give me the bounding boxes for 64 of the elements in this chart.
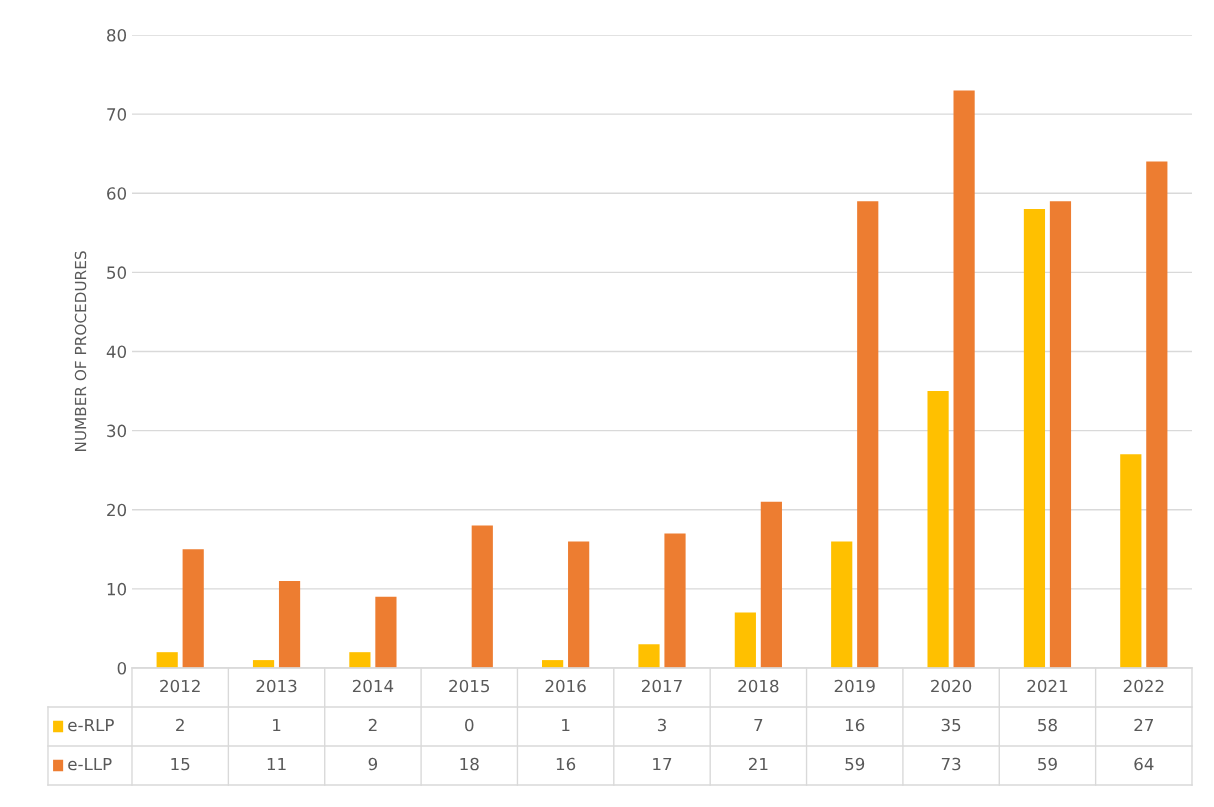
y-tick-label: 60	[107, 187, 127, 200]
data-label: 11	[267, 757, 286, 771]
y-tick-label: 50	[107, 266, 127, 279]
y-tick-label: 0	[117, 661, 127, 675]
data-label: 59	[1038, 757, 1057, 771]
data-label: 16	[556, 757, 576, 771]
data-label: 7	[754, 718, 763, 732]
y-tick-label: 70	[107, 108, 127, 121]
x-tick-label: 2022	[1123, 679, 1164, 693]
y-tick-label: 40	[106, 345, 127, 359]
y-tick-label: 80	[107, 28, 127, 42]
data-label: 9	[368, 757, 378, 771]
x-tick-label: 2017	[642, 679, 682, 693]
data-label: 21	[748, 757, 768, 771]
x-tick-label: 2012	[160, 679, 200, 693]
data-label: 27	[1134, 718, 1153, 732]
data-label: 1	[562, 718, 570, 732]
x-tick-label: 2014	[352, 679, 394, 693]
data-label: 35	[941, 718, 961, 732]
bar	[734, 612, 756, 668]
data-label: 2	[176, 718, 184, 732]
x-tick-label: 2019	[834, 679, 875, 693]
data-label: 3	[657, 718, 666, 732]
legend-label: e-RLP	[68, 718, 114, 732]
bar	[182, 549, 204, 668]
y-tick-label: 20	[107, 503, 127, 517]
bar	[156, 652, 178, 668]
bar	[349, 652, 371, 668]
x-tick-label: 2021	[1027, 679, 1068, 693]
bar	[831, 541, 853, 668]
bar	[760, 501, 782, 668]
data-label: 0	[465, 718, 474, 732]
x-tick-label: 2016	[545, 679, 586, 693]
y-axis-title: NUMBER OF PROCEDURES	[74, 251, 87, 452]
bar	[471, 525, 493, 668]
bar	[927, 391, 949, 668]
x-tick-label: 2013	[256, 679, 297, 693]
bar	[664, 533, 686, 668]
bar	[638, 644, 660, 668]
data-label: 73	[941, 757, 961, 771]
data-label: 17	[653, 757, 672, 771]
bar	[953, 90, 975, 668]
x-tick-label: 2018	[738, 679, 779, 693]
bar	[1146, 161, 1168, 668]
bar	[1023, 209, 1046, 668]
x-tick-label: 2020	[931, 679, 972, 693]
y-tick-label: 30	[107, 424, 127, 438]
bar	[278, 580, 301, 668]
data-label: 15	[171, 757, 190, 771]
bar	[1120, 454, 1142, 668]
y-tick-label: 10	[107, 582, 127, 596]
data-label: 2	[368, 718, 377, 732]
bar	[1049, 201, 1072, 668]
data-label: 64	[1134, 757, 1154, 771]
bar	[375, 596, 397, 668]
legend-label: e-LLP	[68, 757, 112, 771]
data-label: 58	[1038, 718, 1057, 732]
x-tick-label: 2015	[449, 679, 490, 693]
data-label: 18	[460, 757, 479, 771]
data-label: 16	[845, 718, 865, 732]
bar	[857, 201, 879, 668]
bar	[568, 541, 590, 668]
data-label: 59	[845, 757, 865, 771]
data-label: 1	[273, 718, 281, 732]
